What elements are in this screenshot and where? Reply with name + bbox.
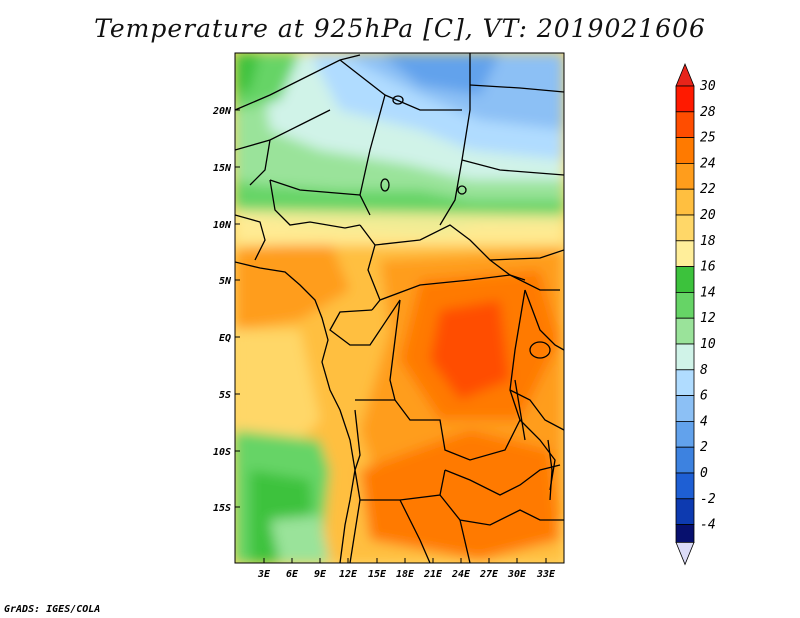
colorbar-bottom-arrow <box>675 542 695 566</box>
colorbar-swatch <box>675 240 695 268</box>
colorbar-swatch <box>675 188 695 216</box>
map-title: Temperature at 925hPa [C], VT: 201902160… <box>94 14 706 43</box>
lon-label: 33E <box>536 569 556 580</box>
lat-label: EQ <box>219 333 231 344</box>
lon-label: 24E <box>451 569 471 580</box>
colorbar-label: 16 <box>700 260 716 275</box>
lon-label: 6E <box>286 569 299 580</box>
lat-label: 10S <box>213 447 231 458</box>
colorbar-swatch <box>675 472 695 500</box>
colorbar-label: 24 <box>700 156 716 171</box>
lon-label: 21E <box>423 569 443 580</box>
lat-label: 5N <box>219 276 232 287</box>
colorbar-label: -4 <box>700 518 716 533</box>
lat-label: 15N <box>213 163 232 174</box>
colorbar-swatch <box>675 162 695 190</box>
colorbar-swatch <box>675 395 695 422</box>
colorbar-label: 30 <box>699 79 716 94</box>
colorbar-swatch <box>675 317 695 345</box>
lon-label: 27E <box>479 569 499 580</box>
colorbar-label: 14 <box>700 285 716 300</box>
colorbar-swatch <box>675 266 695 293</box>
colorbar-label: 6 <box>700 389 708 404</box>
lat-label: 5S <box>219 390 231 401</box>
colorbar-label: 2 <box>700 440 708 455</box>
lon-label: 30E <box>507 569 527 580</box>
lon-label: 15E <box>368 569 387 580</box>
lat-label: 20N <box>212 106 232 117</box>
colorbar-label: 4 <box>700 414 708 429</box>
colorbar-swatch <box>675 291 695 319</box>
colorbar-swatch <box>675 524 695 543</box>
colorbar-swatch <box>675 498 695 525</box>
lon-label: 18E <box>396 569 415 580</box>
latitude-axis: 20N 15N 10N 5N EQ 5S 10S 15S <box>212 106 240 514</box>
colorbar-label: 28 <box>700 105 716 120</box>
colorbar-label: 8 <box>700 363 708 378</box>
colorbar-swatch <box>675 214 695 242</box>
colorbar-label: 20 <box>700 208 716 223</box>
colorbar-top-arrow <box>675 62 695 87</box>
colorbar-label: 22 <box>700 182 716 197</box>
colorbar-swatch <box>675 111 695 139</box>
colorbar-label: 18 <box>700 234 716 249</box>
lon-label: 9E <box>314 569 327 580</box>
colorbar-swatch <box>675 446 695 474</box>
colorbar-swatch <box>675 137 695 164</box>
colorbar-label: 10 <box>700 337 716 352</box>
colorbar-swatch <box>675 369 695 396</box>
map-frame <box>234 52 565 564</box>
lon-label: 12E <box>339 569 358 580</box>
lat-label: 15S <box>213 503 231 514</box>
colorbar-label: 12 <box>700 311 716 326</box>
colorbar-swatch <box>675 343 695 371</box>
colorbar-label: 0 <box>700 466 708 481</box>
colorbar-swatch <box>675 420 695 448</box>
colorbar-swatch <box>675 85 695 113</box>
lat-label: 10N <box>213 220 232 231</box>
colorbar-label: 25 <box>700 131 716 146</box>
longitude-axis: 3E 6E 9E 12E 15E 18E 21E 24E 27E 30E 33E <box>257 558 556 580</box>
footer-credit: GrADS: IGES/COLA <box>4 604 101 615</box>
colorbar-label: -2 <box>700 492 716 507</box>
lon-label: 3E <box>257 569 271 580</box>
country-borders <box>235 53 564 563</box>
